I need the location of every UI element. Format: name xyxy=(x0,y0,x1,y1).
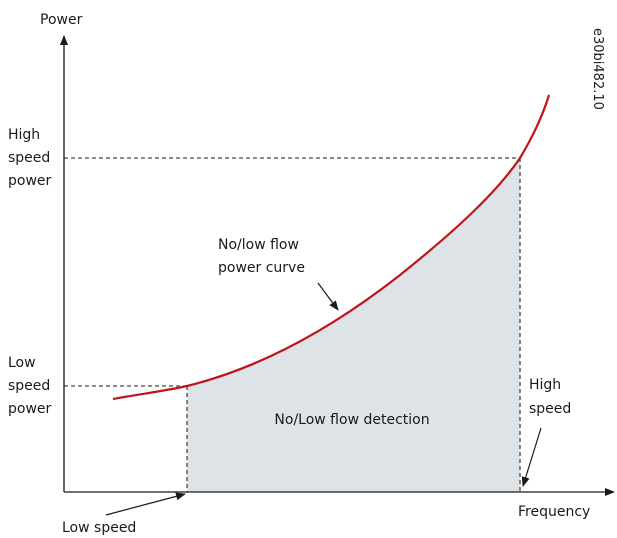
label-line: power curve xyxy=(218,260,305,276)
low-speed-label: Low speed xyxy=(62,520,136,536)
label-line: power xyxy=(8,401,52,417)
figure-id: e30bi482.10 xyxy=(590,28,605,110)
x-axis-label: Frequency xyxy=(518,504,590,520)
pointer-arrows xyxy=(105,282,542,516)
label-line: speed xyxy=(8,378,50,394)
axes xyxy=(60,35,615,496)
power-curve xyxy=(112,94,551,401)
label-line: Low xyxy=(8,355,36,371)
label-line: High xyxy=(8,127,40,143)
label-line: High xyxy=(529,377,561,393)
label-line: speed xyxy=(8,150,50,166)
detection-area xyxy=(187,158,520,492)
label-line: power xyxy=(8,173,52,189)
label-line: No/low flow xyxy=(218,237,299,253)
y-axis-label: Power xyxy=(40,12,83,28)
guide-lines xyxy=(64,157,521,492)
area-label: No/Low flow detection xyxy=(274,412,429,428)
label-line: speed xyxy=(529,401,571,417)
